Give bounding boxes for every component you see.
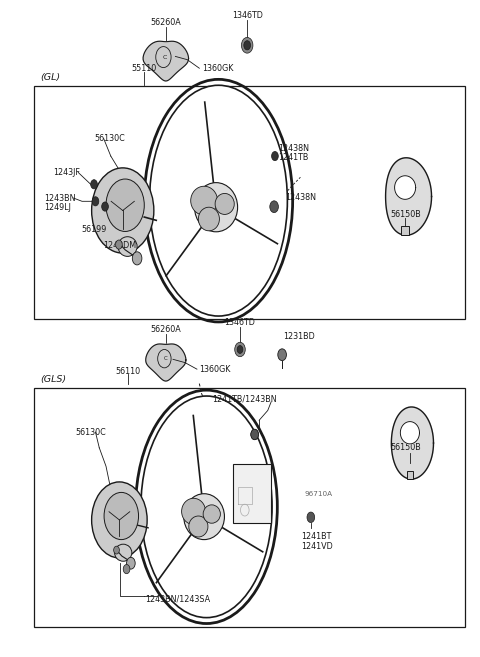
Text: 1243DM: 1243DM [103,240,136,250]
Text: 1231BD: 1231BD [283,332,315,341]
Ellipse shape [191,186,217,215]
Text: 1360GK: 1360GK [202,64,233,73]
Bar [233,464,271,523]
Text: 56260A: 56260A [150,18,181,27]
Polygon shape [400,422,420,444]
Ellipse shape [189,516,208,537]
Text: 96710A: 96710A [305,491,333,497]
Circle shape [92,482,147,558]
Text: 12438N: 12438N [278,144,309,152]
Text: 1346TD: 1346TD [232,11,263,20]
Circle shape [235,342,245,357]
Polygon shape [146,344,186,381]
Ellipse shape [181,498,205,524]
Text: 1346TD: 1346TD [225,318,255,327]
Ellipse shape [115,544,132,561]
Text: 1241TB/1243BN: 1241TB/1243BN [213,395,277,404]
Circle shape [278,349,287,361]
Bar [34,86,465,319]
Circle shape [106,179,144,231]
Circle shape [251,429,259,440]
Circle shape [307,512,315,522]
Text: 1243BN/1243SA: 1243BN/1243SA [145,594,210,603]
Bar [407,471,413,479]
Ellipse shape [141,396,272,618]
Polygon shape [143,41,189,81]
Text: 56130C: 56130C [94,134,125,143]
Ellipse shape [203,505,220,523]
Ellipse shape [184,493,225,539]
Text: 1243BN: 1243BN [44,194,75,202]
Text: 1249LJ: 1249LJ [44,203,71,212]
Text: 56130C: 56130C [75,428,106,437]
Text: 56150B: 56150B [390,443,421,452]
Text: 56150B: 56150B [391,210,421,219]
Text: (GL): (GL) [40,73,60,82]
Text: 1243JF: 1243JF [53,168,80,177]
Ellipse shape [194,183,238,232]
Circle shape [92,168,154,253]
Text: C: C [164,356,167,361]
Circle shape [91,179,97,189]
Circle shape [251,429,259,440]
Circle shape [104,492,139,539]
Text: (GLS): (GLS) [40,374,66,384]
Polygon shape [395,175,416,199]
Circle shape [241,37,253,53]
Circle shape [102,202,108,211]
Text: 56199: 56199 [81,225,107,234]
Circle shape [132,252,142,265]
Text: C: C [163,55,167,60]
Circle shape [270,201,278,213]
Ellipse shape [215,193,234,214]
Text: 1241VD: 1241VD [301,541,333,551]
Circle shape [123,564,130,574]
Polygon shape [391,407,433,479]
Polygon shape [385,158,432,235]
Text: 55110: 55110 [132,64,157,73]
Bar [34,388,465,627]
Text: 56110: 56110 [115,367,140,376]
Circle shape [92,196,99,206]
Circle shape [116,240,122,249]
Circle shape [127,557,135,569]
Text: 1360GK: 1360GK [199,365,231,374]
Bar [401,226,409,235]
Text: 56260A: 56260A [150,325,181,334]
Circle shape [237,346,243,353]
Ellipse shape [150,85,288,316]
Ellipse shape [118,237,137,256]
Text: 12438N: 12438N [286,193,316,202]
Circle shape [272,152,278,161]
Text: 1241TB: 1241TB [278,153,309,162]
Circle shape [114,546,120,554]
Circle shape [244,41,251,50]
Text: 1241BT: 1241BT [301,532,332,541]
Ellipse shape [198,207,219,231]
